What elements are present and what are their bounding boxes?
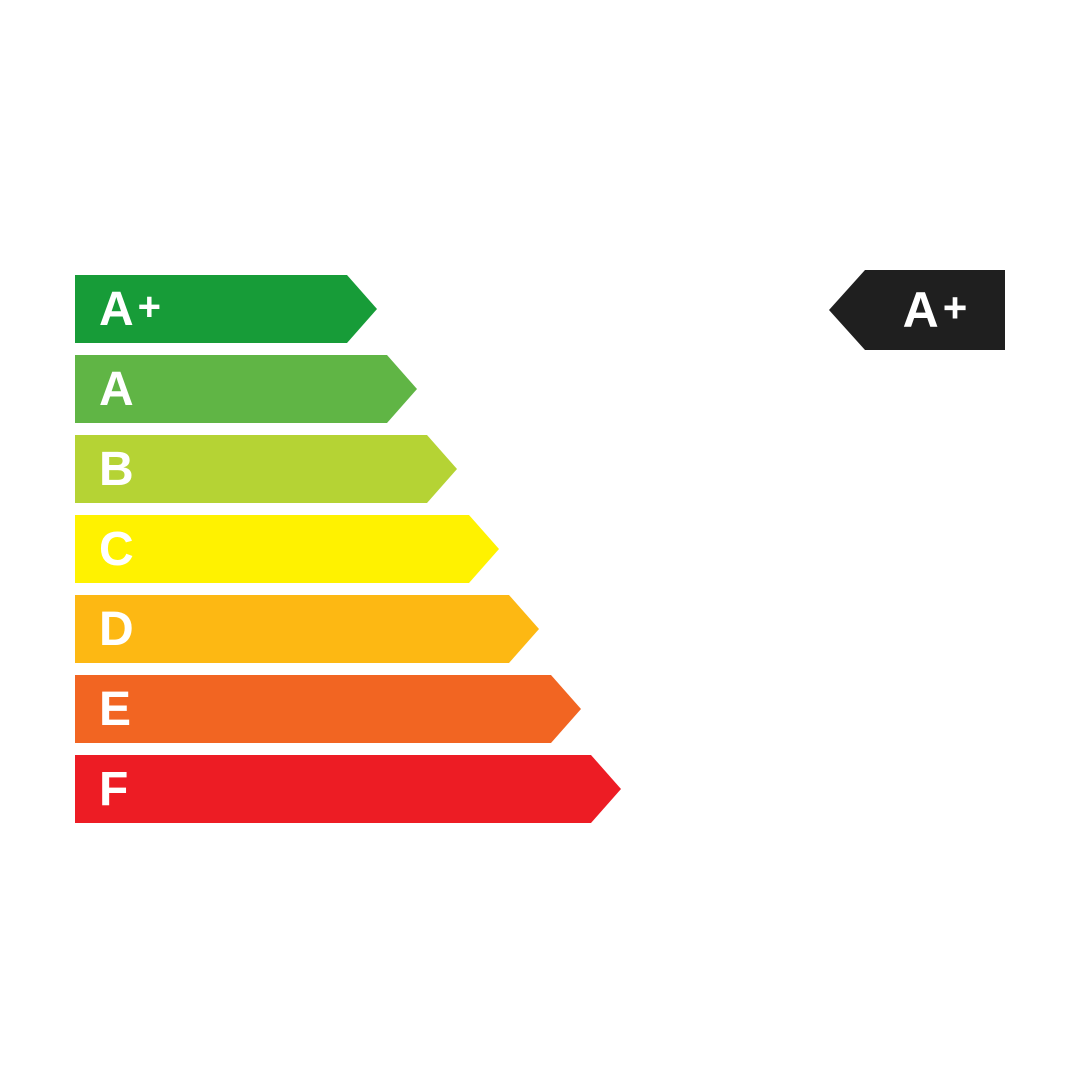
selected-badge-arrow (829, 270, 865, 350)
selected-rating-badge: A+ (829, 270, 1005, 350)
energy-bar-label: E (99, 682, 131, 737)
energy-bar-row: A+ (75, 275, 621, 343)
energy-bar-label: D (99, 602, 134, 657)
energy-bar-arrow (347, 275, 377, 343)
energy-bar-label: A (99, 362, 134, 417)
energy-bar-label: F (99, 762, 128, 817)
energy-bar-row: C (75, 515, 621, 583)
selected-badge-plus: + (943, 284, 968, 332)
energy-bar-arrow (469, 515, 499, 583)
energy-bar-body: B (75, 435, 427, 503)
energy-bar-arrow (551, 675, 581, 743)
energy-bar-label: A (99, 282, 134, 337)
selected-badge-body: A+ (865, 270, 1005, 350)
energy-label-canvas: A+ABCDEF A+ (0, 0, 1080, 1080)
energy-bar-row: A (75, 355, 621, 423)
energy-bar-row: D (75, 595, 621, 663)
energy-bar-body: C (75, 515, 469, 583)
energy-bar-label: B (99, 442, 134, 497)
energy-bar-label: C (99, 522, 134, 577)
energy-bar-row: E (75, 675, 621, 743)
energy-bar-body: F (75, 755, 591, 823)
energy-bar-body: A+ (75, 275, 347, 343)
energy-bar-row: B (75, 435, 621, 503)
energy-bar-arrow (387, 355, 417, 423)
energy-bar-arrow (591, 755, 621, 823)
energy-bar-arrow (427, 435, 457, 503)
energy-bar-row: F (75, 755, 621, 823)
energy-bar-body: A (75, 355, 387, 423)
energy-bars: A+ABCDEF (75, 275, 621, 823)
selected-badge-label: A (903, 281, 939, 339)
energy-bar-plus: + (138, 285, 161, 330)
energy-bar-arrow (509, 595, 539, 663)
energy-bar-body: D (75, 595, 509, 663)
energy-bar-body: E (75, 675, 551, 743)
